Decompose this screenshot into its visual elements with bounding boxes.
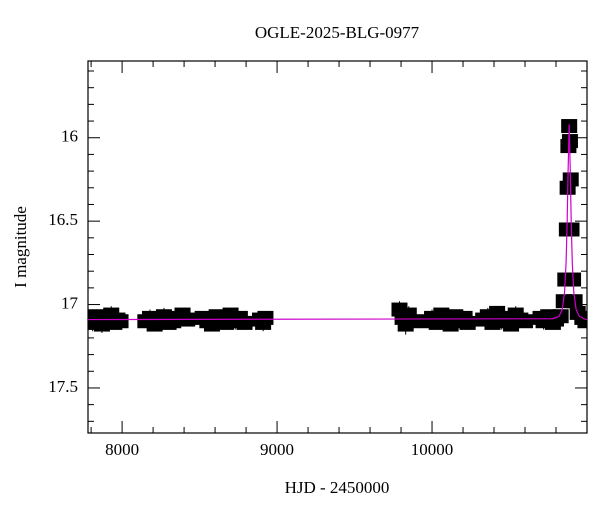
- data-point: [459, 315, 476, 330]
- data-point: [112, 314, 129, 329]
- data-point: [577, 314, 587, 329]
- y-axis-label: I magnitude: [11, 206, 30, 288]
- data-point: [552, 309, 569, 324]
- y-tick-label: 16.5: [48, 210, 78, 229]
- x-tick-label: 8000: [105, 440, 139, 459]
- data-point: [403, 314, 420, 329]
- data-point: [517, 314, 534, 329]
- data-point: [236, 315, 253, 330]
- model-line: [88, 124, 587, 321]
- data-point: [257, 310, 274, 325]
- x-tick-label: 10000: [411, 440, 454, 459]
- x-axis-label: HJD - 2450000: [285, 478, 390, 497]
- y-tick-label: 16: [61, 127, 78, 146]
- chart-title: OGLE-2025-BLG-0977: [255, 23, 420, 42]
- x-tick-label: 9000: [260, 440, 294, 459]
- plot-frame: [87, 60, 588, 434]
- y-tick-label: 17: [61, 293, 79, 312]
- y-tick-label: 17.5: [48, 377, 78, 396]
